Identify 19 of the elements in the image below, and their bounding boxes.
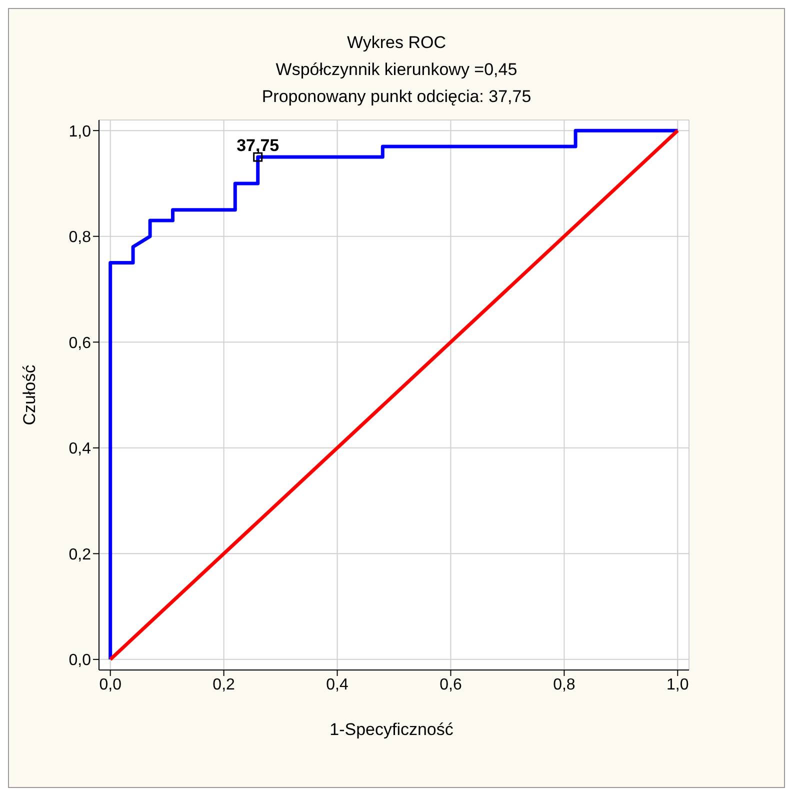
- chart-subtitle: Współczynnik kierunkowy =0,45: [274, 59, 518, 81]
- x-tick-label: 0,2: [212, 676, 236, 694]
- y-tick-label: 0,8: [68, 229, 92, 246]
- x-tick-label: 0,0: [99, 676, 122, 694]
- y-tick-label: 0,2: [68, 546, 92, 564]
- x-tick-label: 0,4: [326, 676, 348, 694]
- y-tick-label: 1,0: [68, 123, 92, 140]
- line-series: [108, 128, 680, 662]
- chart-title: Wykres ROC: [346, 32, 447, 54]
- text: Proponowany punkt odcięcia: 37,75: [260, 86, 532, 108]
- x-tick-label: 0,8: [553, 676, 576, 694]
- y-tick-label: 0,4: [68, 440, 92, 458]
- x-tick-label: 1,0: [666, 676, 689, 694]
- annotation: 37,75: [236, 136, 280, 156]
- x-axis-title: 1-Specyficzność: [328, 720, 454, 740]
- y-tick-label: 0,0: [68, 652, 92, 670]
- y-axis-title: Czułość: [20, 364, 40, 426]
- y-tick-label: 0,6: [68, 334, 92, 352]
- x-tick-label: 0,6: [440, 676, 462, 694]
